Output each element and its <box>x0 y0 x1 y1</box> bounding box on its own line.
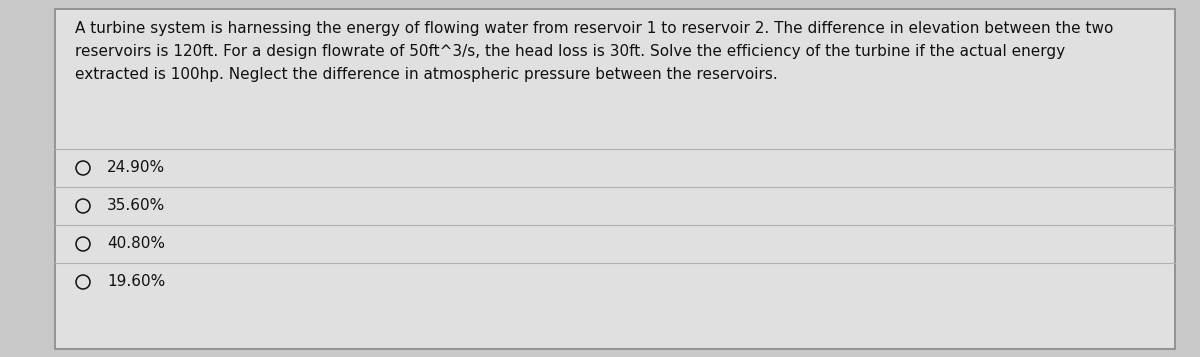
Text: 24.90%: 24.90% <box>107 161 166 176</box>
Text: 35.60%: 35.60% <box>107 198 166 213</box>
FancyBboxPatch shape <box>55 9 1175 349</box>
Text: 40.80%: 40.80% <box>107 236 166 251</box>
Text: 19.60%: 19.60% <box>107 275 166 290</box>
Text: A turbine system is harnessing the energy of flowing water from reservoir 1 to r: A turbine system is harnessing the energ… <box>74 21 1114 82</box>
